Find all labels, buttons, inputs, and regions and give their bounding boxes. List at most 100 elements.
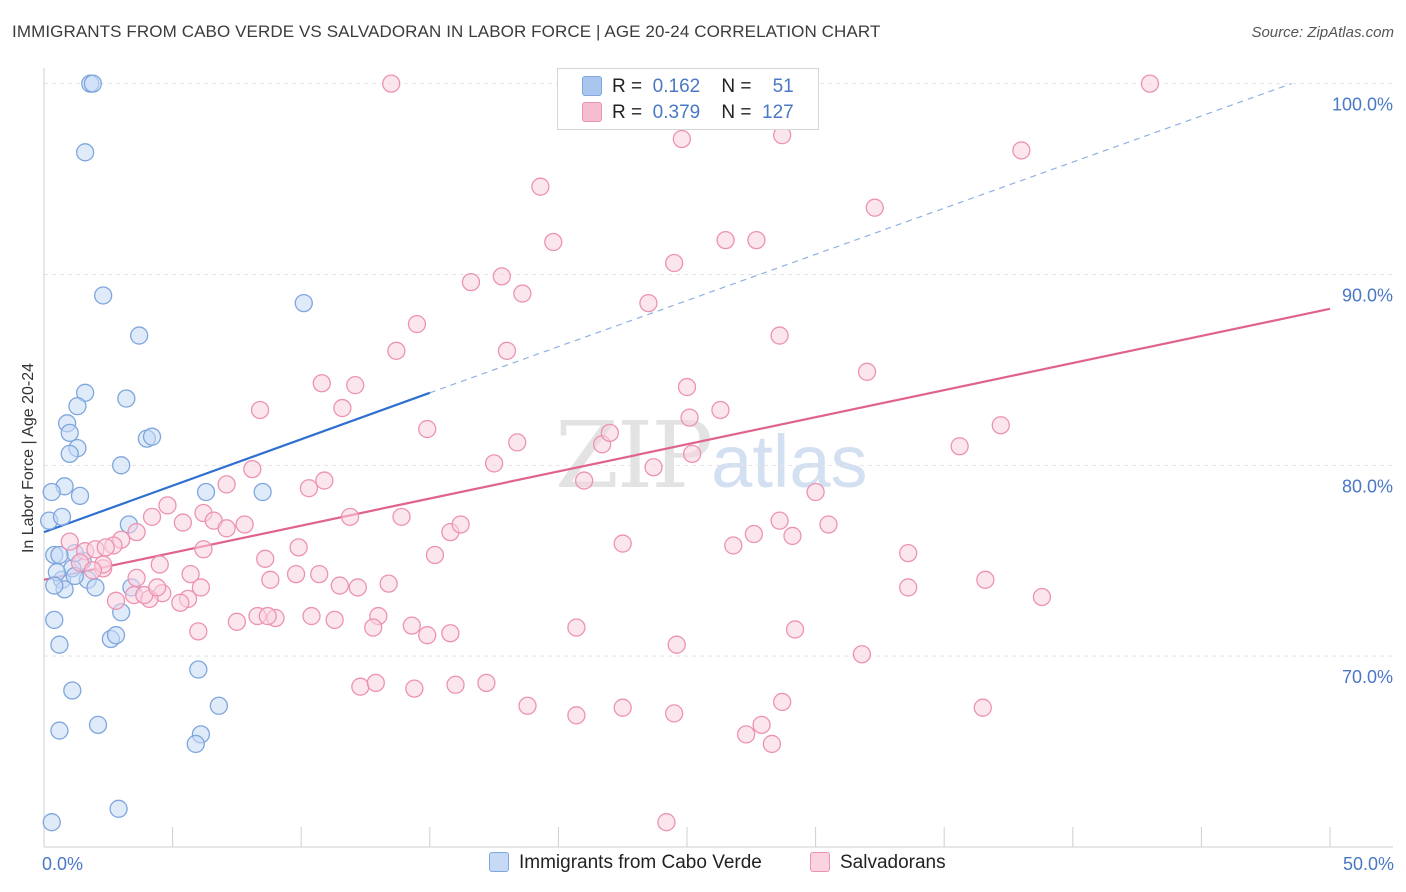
salvadoran-point (286, 564, 306, 584)
salvadoran-point (973, 698, 992, 717)
legend-swatch-cabo-verde (582, 76, 602, 96)
salvadoran-point (508, 433, 527, 452)
salvadoran-point (127, 568, 146, 588)
cabo-verde-point (52, 507, 72, 526)
salvadoran-point (783, 526, 802, 546)
salvadoran-point (171, 593, 190, 612)
salvadoran-point (181, 564, 200, 584)
bottom-legend-cabo-verde: Immigrants from Cabo Verde (489, 852, 762, 874)
salvadoran-point (60, 532, 79, 551)
salvadoran-point (518, 696, 537, 715)
legend-n-label: N = (721, 102, 752, 123)
cabo-verde-point (109, 799, 128, 818)
salvadoran-point (752, 715, 771, 735)
salvadoran-point (364, 618, 383, 637)
salvadoran-point (664, 253, 684, 273)
salvadoran-point (613, 698, 632, 717)
salvadoran-point (567, 618, 586, 637)
salvadoran-point (484, 454, 504, 473)
cabo-verde-point (253, 482, 272, 502)
salvadoran-point (677, 377, 697, 397)
salvadoran-point (950, 437, 969, 456)
salvadoran-point (644, 458, 663, 477)
salvadoran-point (392, 507, 411, 526)
salvadoran-point (461, 272, 481, 292)
salvadoran-point (711, 400, 730, 420)
salvadoran-point (672, 129, 692, 149)
legend-n-value: 127 (762, 102, 794, 123)
salvadoran-point (127, 522, 146, 542)
cabo-verde-point (189, 660, 208, 679)
salvadoran-point (150, 555, 169, 574)
salvadoran-point (857, 362, 877, 381)
salvadoran-point (315, 471, 334, 490)
salvadoran-point (724, 536, 743, 555)
data-points (39, 74, 1160, 832)
salvadoran-point (261, 570, 280, 589)
salvadoran-point (991, 416, 1010, 435)
cabo-verde-point (60, 423, 79, 443)
salvadoran-point (899, 543, 918, 563)
salvadoran-point (191, 578, 211, 597)
salvadoran-point (716, 230, 735, 250)
grid-lines (44, 83, 1393, 657)
salvadoran-point (148, 578, 167, 597)
bottom-legend-label-cabo-verde: Immigrants from Cabo Verde (519, 852, 762, 873)
salvadoran-point (235, 515, 254, 534)
salvadoran-point (497, 341, 517, 360)
salvadoran-point (379, 574, 398, 593)
salvadoran-point (744, 524, 764, 544)
legend-n-value: 51 (772, 76, 794, 97)
cabo-verde-point (70, 486, 90, 505)
salvadoran-point (1032, 587, 1052, 607)
legend-r-value: 0.162 (652, 76, 701, 97)
legend-r-label: R = (612, 76, 643, 97)
cabo-verde-point (130, 326, 149, 345)
legend-row-cabo-verde: R = 0.162 N = 51 (582, 76, 794, 100)
salvadoran-point (747, 230, 766, 250)
salvadoran-point (680, 408, 699, 427)
y-tick-label: 100.0% (1332, 95, 1393, 115)
salvadoran-point (899, 578, 918, 597)
salvadoran-point (418, 626, 437, 645)
salvadoran-point (348, 578, 367, 597)
salvadoran-trend-line (43, 307, 1331, 581)
trend-lines (43, 83, 1331, 581)
cabo-verde-point (63, 681, 82, 700)
legend-row-salvadorans: R = 0.379 N = 127 (582, 102, 794, 126)
salvadoran-point (302, 606, 321, 626)
bottom-legend-salvadorans: Salvadorans (810, 852, 946, 874)
cabo-verde-point (68, 397, 87, 416)
salvadoran-point (217, 519, 236, 538)
salvadoran-point (667, 635, 686, 654)
salvadoran-point (785, 620, 805, 639)
salvadoran-point (819, 515, 838, 534)
salvadoran-point (737, 725, 756, 744)
salvadoran-point (441, 624, 460, 643)
legend-r-value: 0.379 (652, 102, 701, 123)
salvadoran-point (158, 496, 177, 515)
legend-n-label: N = (721, 76, 752, 97)
salvadoran-point (340, 507, 360, 526)
salvadoran-point (865, 198, 884, 217)
salvadoran-point (544, 232, 563, 252)
salvadoran-point (402, 616, 421, 635)
salvadoran-point (1012, 141, 1031, 160)
salvadoran-point (567, 706, 586, 725)
cabo-verde-point (50, 721, 69, 740)
cabo-verde-point (112, 456, 131, 475)
salvadoran-point (351, 677, 370, 696)
salvadoran-point (425, 545, 445, 565)
salvadoran-point (83, 561, 103, 580)
salvadoran-point (173, 513, 193, 532)
bottom-legend-label-salvadorans: Salvadorans (840, 852, 946, 873)
cabo-verde-point (42, 482, 61, 502)
salvadoran-point (773, 692, 792, 712)
salvadoran-point (256, 549, 275, 568)
salvadoran-point (299, 479, 319, 498)
salvadoran-point (600, 423, 619, 443)
salvadoran-point (330, 576, 349, 595)
cabo-verde-point (106, 626, 126, 645)
salvadoran-point (477, 673, 496, 693)
salvadoran-point (258, 606, 277, 626)
